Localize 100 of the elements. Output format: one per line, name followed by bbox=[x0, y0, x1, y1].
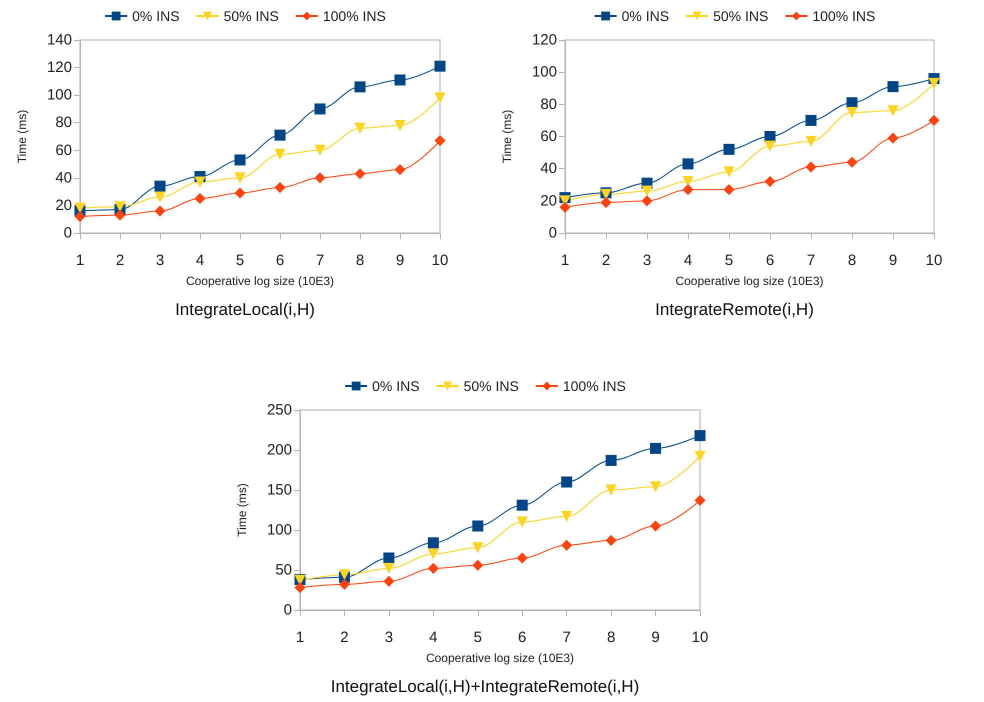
y-axis-title: Time (ms) bbox=[15, 110, 29, 164]
y-tick-label: 20 bbox=[55, 196, 72, 214]
y-tick-label: 40 bbox=[55, 169, 72, 186]
y-tick-label: 80 bbox=[55, 114, 72, 132]
point bbox=[154, 205, 166, 216]
point bbox=[806, 162, 816, 173]
point bbox=[194, 193, 206, 204]
point bbox=[354, 168, 366, 180]
x-tick-label: 7 bbox=[562, 629, 571, 646]
point bbox=[694, 494, 706, 506]
point bbox=[354, 122, 366, 134]
point bbox=[194, 176, 206, 188]
point bbox=[274, 130, 286, 141]
x-tick-label: 1 bbox=[560, 252, 570, 269]
point bbox=[154, 192, 166, 203]
x-tick-label: 4 bbox=[684, 252, 692, 269]
point bbox=[764, 140, 776, 152]
x-tick-label: 8 bbox=[356, 252, 364, 269]
y-tick-label: 0 bbox=[64, 224, 72, 242]
x-tick-label: 2 bbox=[340, 629, 349, 646]
point bbox=[354, 81, 366, 92]
point bbox=[600, 196, 612, 208]
point bbox=[928, 114, 940, 126]
point bbox=[846, 97, 858, 108]
y-tick-label: 250 bbox=[266, 402, 292, 418]
y-tick-label: 100 bbox=[532, 64, 557, 81]
point bbox=[394, 120, 406, 131]
y-tick-label: 80 bbox=[540, 96, 557, 113]
legend-label: 50% INS bbox=[713, 8, 768, 24]
point bbox=[606, 484, 617, 496]
y-tick-label: 40 bbox=[540, 160, 557, 178]
point bbox=[338, 569, 350, 580]
point bbox=[724, 144, 734, 155]
point bbox=[338, 578, 350, 590]
point bbox=[928, 78, 940, 89]
point bbox=[560, 202, 570, 213]
y-tick-label: 60 bbox=[540, 128, 557, 145]
point bbox=[394, 74, 406, 86]
point bbox=[383, 576, 394, 587]
point bbox=[434, 60, 446, 72]
point bbox=[682, 158, 694, 170]
x-tick-label: 2 bbox=[116, 252, 124, 269]
point bbox=[383, 552, 394, 564]
x-tick-label: 9 bbox=[651, 629, 660, 646]
x-tick-label: 5 bbox=[474, 629, 482, 646]
y-axis-title: Time (ms) bbox=[500, 110, 514, 164]
point bbox=[472, 520, 484, 532]
x-tick-label: 4 bbox=[429, 629, 438, 646]
y-tick-label: 150 bbox=[266, 482, 292, 498]
point bbox=[154, 180, 166, 192]
legend-label: 0% INS bbox=[372, 378, 420, 394]
point bbox=[274, 182, 286, 194]
x-axis-title: Cooperative log size (10E3) bbox=[186, 274, 334, 288]
x-tick-label: 4 bbox=[196, 252, 204, 269]
point bbox=[434, 92, 446, 104]
point bbox=[846, 156, 858, 168]
point bbox=[561, 540, 572, 551]
point bbox=[561, 510, 572, 522]
point bbox=[888, 105, 898, 116]
point bbox=[694, 450, 706, 462]
point bbox=[650, 520, 662, 532]
x-tick-label: 6 bbox=[766, 252, 774, 269]
y-tick-label: 0 bbox=[284, 602, 292, 618]
text: IntegrateLocal(i,H)+IntegrateRemote(i,H) bbox=[330, 677, 640, 696]
text: IntegrateLocal(i,H) bbox=[175, 300, 315, 319]
point bbox=[294, 582, 306, 594]
point bbox=[561, 476, 572, 488]
point bbox=[650, 481, 662, 492]
x-tick-label: 5 bbox=[724, 252, 734, 269]
legend-label: 0% INS bbox=[622, 8, 670, 24]
x-tick-label: 9 bbox=[396, 252, 404, 269]
point bbox=[472, 560, 484, 571]
y-tick-label: 100 bbox=[266, 522, 292, 538]
point bbox=[724, 184, 734, 196]
legend-label: 0% INS bbox=[132, 8, 180, 24]
y-tick-label: 50 bbox=[275, 562, 292, 578]
x-tick-label: 6 bbox=[276, 252, 284, 269]
x-axis-title: Cooperative log size (10E3) bbox=[426, 651, 574, 665]
y-tick-label: 200 bbox=[266, 442, 292, 458]
point bbox=[606, 534, 617, 546]
point bbox=[428, 548, 439, 560]
point bbox=[234, 172, 246, 184]
legend-label: 50% INS bbox=[464, 378, 519, 394]
y-tick-label: 0 bbox=[548, 224, 557, 242]
point bbox=[234, 188, 246, 199]
point bbox=[682, 184, 694, 196]
point bbox=[642, 186, 652, 197]
x-tick-label: 1 bbox=[76, 252, 84, 269]
point bbox=[234, 154, 246, 166]
point bbox=[74, 210, 86, 222]
x-tick-label: 8 bbox=[606, 629, 616, 646]
x-tick-label: 6 bbox=[518, 629, 526, 646]
legend-label: 100% INS bbox=[562, 378, 626, 394]
point bbox=[846, 106, 858, 118]
point bbox=[806, 136, 816, 147]
y-axis-title: Time (ms) bbox=[235, 483, 249, 537]
x-tick-label: 3 bbox=[156, 252, 164, 269]
point bbox=[434, 135, 446, 146]
point bbox=[888, 81, 898, 92]
y-tick-label: 120 bbox=[46, 59, 72, 76]
